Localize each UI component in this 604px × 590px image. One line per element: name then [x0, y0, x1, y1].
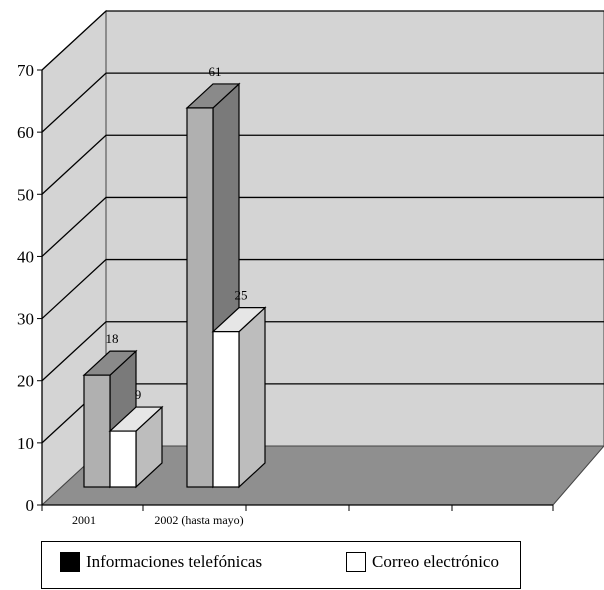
bar-front — [212, 331, 240, 488]
x-axis: 2001 2002 (hasta mayo) — [41, 504, 554, 527]
gridlines — [41, 10, 604, 444]
y-tick-label: 10 — [17, 434, 34, 453]
x-tick-label: 2001 — [72, 513, 96, 527]
y-tick-label: 20 — [17, 372, 34, 391]
legend-swatch-correo — [346, 552, 366, 572]
legend: Informaciones telefónicas Correo electró… — [41, 541, 521, 589]
data-label-correo-1: 25 — [235, 288, 248, 303]
y-tick-label: 40 — [17, 247, 34, 266]
legend-label-informaciones: Informaciones telefónicas — [86, 552, 263, 571]
legend-label-correo: Correo electrónico — [372, 552, 499, 571]
back-wall — [105, 10, 604, 447]
bar-side — [238, 306, 266, 489]
data-label-informaciones-0: 18 — [106, 331, 119, 346]
y-tick-label: 70 — [17, 61, 34, 80]
legend-item-informaciones: Informaciones telefónicas — [60, 552, 262, 572]
gridline — [41, 258, 604, 320]
x-tick-label: 2002 (hasta mayo) — [154, 513, 243, 527]
bar-front — [186, 107, 214, 488]
bar-front — [83, 374, 111, 488]
gridline — [41, 10, 604, 71]
gridline — [41, 321, 604, 382]
data-labels: 18 61 9 25 — [106, 64, 248, 402]
data-label-informaciones-1: 61 — [209, 64, 222, 79]
y-tick-label: 30 — [17, 310, 34, 329]
y-tick-label: 0 — [26, 496, 35, 515]
data-label-correo-0: 9 — [135, 387, 142, 402]
gridline — [41, 134, 604, 195]
legend-item-correo: Correo electrónico — [346, 552, 499, 572]
bars — [82, 82, 267, 489]
y-tick-label: 50 — [17, 185, 34, 204]
bar-correo-0 — [108, 405, 164, 489]
gridline — [41, 72, 604, 133]
legend-swatch-informaciones — [60, 552, 80, 572]
y-axis: 0 10 20 30 40 50 60 70 — [17, 61, 43, 515]
bar-correo-1 — [211, 306, 267, 489]
gridline — [41, 196, 604, 257]
y-tick-label: 60 — [17, 123, 34, 142]
bar-front — [109, 430, 137, 488]
